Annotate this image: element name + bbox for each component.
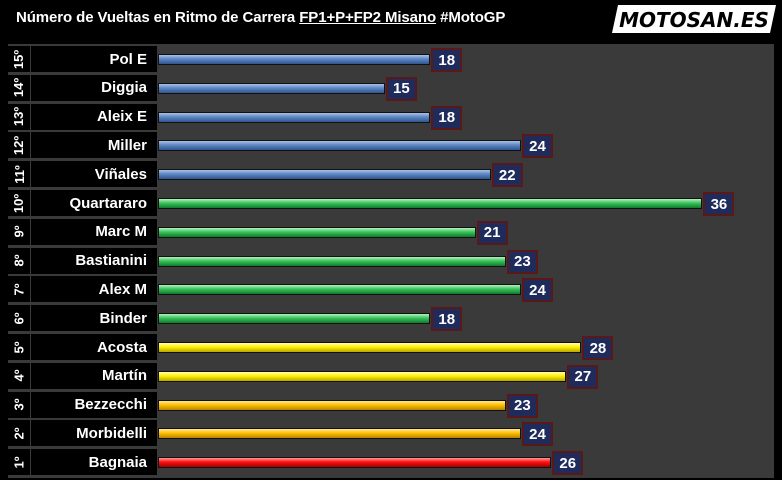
data-label: 23 bbox=[506, 249, 538, 274]
rank-label: 12º bbox=[8, 132, 30, 160]
rank-label: 13º bbox=[8, 103, 30, 131]
bar-row: 1º Bagnaia 26 bbox=[8, 449, 774, 477]
bar-row: 3º Bezzecchi 23 bbox=[8, 391, 774, 419]
rank-label: 5º bbox=[8, 334, 30, 361]
rank-text: 6º bbox=[11, 312, 27, 325]
data-label: 26 bbox=[552, 451, 584, 476]
rider-label: Martín bbox=[31, 362, 157, 390]
data-label: 24 bbox=[521, 278, 553, 303]
rider-label: Marc M bbox=[31, 218, 157, 246]
rider-label: Morbidelli bbox=[31, 420, 157, 448]
rank-label: 9º bbox=[8, 218, 30, 246]
rider-label: Aleix E bbox=[31, 103, 157, 131]
title-part-2: #MotoGP bbox=[436, 9, 506, 26]
data-label: 24 bbox=[521, 422, 553, 447]
rank-label: 1º bbox=[8, 449, 30, 477]
bar-row: 4º Martín 27 bbox=[8, 362, 774, 390]
rank-label: 15º bbox=[8, 46, 30, 73]
bar-row: 15º Pol E 18 bbox=[8, 46, 774, 73]
rank-label: 14º bbox=[8, 74, 30, 102]
bar-row: 8º Bastianini 23 bbox=[8, 247, 774, 275]
rank-text: 11º bbox=[11, 164, 27, 184]
rank-label: 6º bbox=[8, 305, 30, 333]
bar-row: 6º Binder 18 bbox=[8, 305, 774, 333]
bar bbox=[158, 226, 476, 238]
bar bbox=[158, 255, 506, 267]
rank-text: 1º bbox=[11, 456, 27, 469]
rank-text: 3º bbox=[11, 398, 27, 411]
bar-row: 2º Morbidelli 24 bbox=[8, 420, 774, 448]
motosan-logo: MOTOSAN.ES bbox=[612, 5, 776, 33]
rank-label: 10º bbox=[8, 190, 30, 217]
bar-row: 11º Viñales 22 bbox=[8, 161, 774, 189]
rider-label: Bagnaia bbox=[31, 449, 157, 477]
bar bbox=[158, 428, 521, 440]
data-label: 15 bbox=[385, 76, 417, 101]
bar bbox=[158, 370, 567, 382]
rank-text: 7º bbox=[11, 283, 27, 296]
bar-row: 10º Quartararo 36 bbox=[8, 190, 774, 217]
data-label: 28 bbox=[582, 336, 614, 360]
data-label: 21 bbox=[476, 220, 508, 245]
data-label: 18 bbox=[431, 307, 463, 332]
data-label: 18 bbox=[431, 105, 463, 130]
rank-label: 4º bbox=[8, 362, 30, 390]
data-label: 23 bbox=[506, 393, 538, 418]
data-label: 24 bbox=[521, 134, 553, 159]
logo-text: MOTOSAN.ES bbox=[619, 8, 769, 32]
bar-row: 12º Miller 24 bbox=[8, 132, 774, 160]
rank-text: 13º bbox=[11, 106, 27, 127]
rank-text: 8º bbox=[11, 254, 27, 267]
bar bbox=[158, 284, 521, 296]
rank-text: 2º bbox=[11, 427, 27, 440]
title-part-1: Número de Vueltas en Ritmo de Carrera bbox=[16, 9, 300, 26]
bar bbox=[158, 342, 582, 353]
bar-row: 14º Diggia 15 bbox=[8, 74, 774, 102]
bar-row: 7º Alex M 24 bbox=[8, 276, 774, 304]
bar-row: 5º Acosta 28 bbox=[8, 334, 774, 361]
bar bbox=[158, 399, 506, 411]
rank-text: 12º bbox=[11, 135, 27, 155]
bar bbox=[158, 82, 385, 94]
data-label: 36 bbox=[703, 192, 735, 216]
rank-label: 11º bbox=[8, 161, 30, 189]
bar bbox=[158, 313, 431, 325]
rank-label: 3º bbox=[8, 391, 30, 419]
rank-label: 2º bbox=[8, 420, 30, 448]
bar bbox=[158, 111, 431, 123]
rider-label: Viñales bbox=[31, 161, 157, 189]
bar bbox=[158, 140, 521, 152]
bar-row: 9º Marc M 21 bbox=[8, 218, 774, 246]
bar bbox=[158, 54, 431, 65]
rank-text: 9º bbox=[11, 225, 27, 238]
rank-text: 15º bbox=[11, 49, 27, 69]
data-label: 18 bbox=[431, 48, 463, 72]
rank-text: 4º bbox=[11, 369, 27, 382]
rider-label: Pol E bbox=[31, 46, 157, 73]
rank-text: 5º bbox=[11, 341, 27, 353]
bar bbox=[158, 198, 703, 209]
rank-label: 8º bbox=[8, 247, 30, 275]
rider-label: Bezzecchi bbox=[31, 391, 157, 419]
rider-label: Diggia bbox=[31, 74, 157, 102]
bar bbox=[158, 169, 491, 181]
rank-text: 10º bbox=[11, 193, 27, 213]
title-session: FP1+P+FP2 Misano bbox=[299, 9, 437, 26]
rider-label: Alex M bbox=[31, 276, 157, 304]
data-label: 27 bbox=[567, 364, 599, 389]
bar-row: 13º Aleix E 18 bbox=[8, 103, 774, 131]
chart-title: Número de Vueltas en Ritmo de Carrera FP… bbox=[16, 9, 505, 26]
logo-backdrop bbox=[612, 5, 776, 33]
rank-text: 14º bbox=[11, 78, 27, 98]
data-label: 22 bbox=[491, 163, 523, 188]
rank-label: 7º bbox=[8, 276, 30, 304]
rider-label: Bastianini bbox=[31, 247, 157, 275]
bar bbox=[158, 457, 552, 469]
rider-label: Quartararo bbox=[31, 190, 157, 217]
rider-label: Acosta bbox=[31, 334, 157, 361]
rider-label: Binder bbox=[31, 305, 157, 333]
rider-label: Miller bbox=[31, 132, 157, 160]
